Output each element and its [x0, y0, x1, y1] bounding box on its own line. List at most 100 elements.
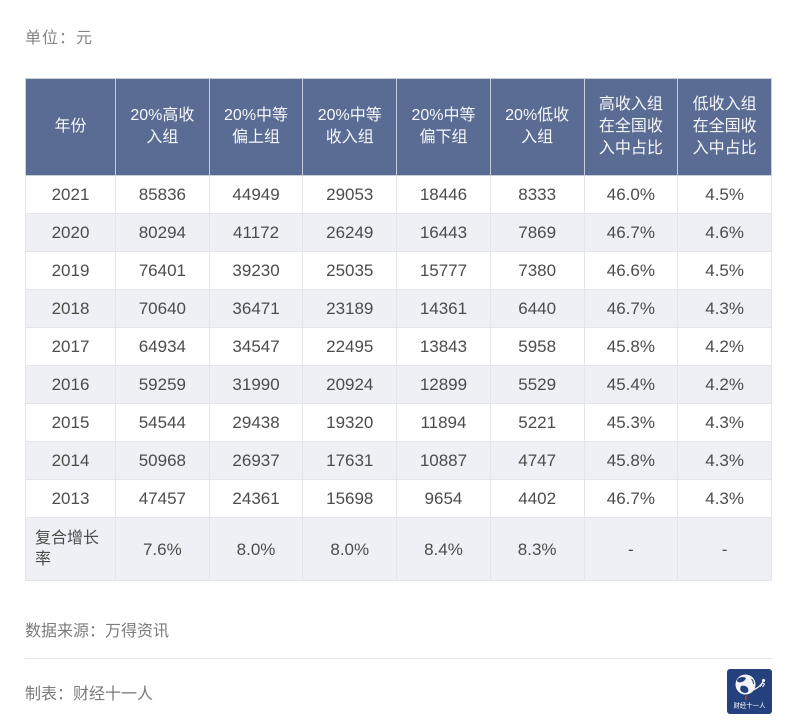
value-cell: 4.2%: [677, 365, 772, 404]
table-row: 2019 76401 39230 25035 15777 7380 46.6% 4.5%: [25, 251, 772, 290]
value-cell: 24361: [208, 479, 304, 518]
value-cell: 8.4%: [396, 517, 491, 581]
value-cell: 4.5%: [677, 175, 772, 214]
value-cell: 9654: [396, 479, 491, 518]
value-cell: 41172: [208, 213, 304, 252]
value-cell: 46.7%: [583, 479, 679, 518]
value-cell: 8.0%: [302, 517, 398, 581]
value-cell: 26937: [208, 441, 304, 480]
data-source-label: 数据来源：万得资讯: [25, 623, 170, 640]
value-cell: 13843: [396, 327, 491, 366]
value-cell: 44949: [208, 175, 304, 214]
column-header: 低收入组在全国收入中占比: [677, 78, 772, 176]
table-maker-label: 制表：财经十一人: [25, 685, 154, 703]
column-header: 20%中等收入组: [302, 78, 398, 176]
table-row: 2014 50968 26937 17631 10887 4747 45.8% 4.3%: [25, 441, 772, 480]
value-cell: 47457: [115, 479, 210, 518]
value-cell: 45.8%: [583, 441, 679, 480]
table-body: 2021 85836 44949 29053 18446 8333 46.0% 4.5% 202…: [25, 175, 772, 581]
value-cell: 85836: [115, 175, 210, 214]
table-row: 2015 54544 29438 19320 11894 5221 45.3% 4.3%: [25, 403, 772, 442]
column-header: 20%高收入组: [115, 78, 210, 176]
column-header: 20%中等偏上组: [208, 78, 304, 176]
value-cell: 14361: [396, 289, 491, 328]
income-table: 年份 20%高收入组 20%中等偏上组 20%中等收入组 20%中等偏下组 20%低收入组…: [25, 78, 772, 581]
row-label-cell: 2021: [25, 175, 116, 214]
value-cell: 46.6%: [583, 251, 679, 290]
value-cell: 80294: [115, 213, 210, 252]
value-cell: 6440: [489, 289, 585, 328]
value-cell: 59259: [115, 365, 210, 404]
value-cell: 8.0%: [208, 517, 304, 581]
value-cell: 22495: [302, 327, 398, 366]
value-cell: 25035: [302, 251, 398, 290]
value-cell: 45.4%: [583, 365, 679, 404]
value-cell: 4.3%: [677, 289, 772, 328]
row-label-cell: 2018: [25, 289, 116, 328]
value-cell: 5958: [489, 327, 585, 366]
value-cell: 10887: [396, 441, 491, 480]
value-cell: 46.0%: [583, 175, 679, 214]
value-cell: 4402: [489, 479, 585, 518]
header-row: 年份 20%高收入组 20%中等偏上组 20%中等收入组 20%中等偏下组 20%低收入组…: [25, 78, 772, 176]
value-cell: 12899: [396, 365, 491, 404]
value-cell: 20924: [302, 365, 398, 404]
value-cell: 8.3%: [489, 517, 585, 581]
value-cell: 7380: [489, 251, 585, 290]
value-cell: 5529: [489, 365, 585, 404]
value-cell: 76401: [115, 251, 210, 290]
value-cell: 19320: [302, 403, 398, 442]
value-cell: 31990: [208, 365, 304, 404]
footer-divider: [25, 658, 772, 659]
value-cell: 4.3%: [677, 479, 772, 518]
value-cell: 11894: [396, 403, 491, 442]
table-row: 2021 85836 44949 29053 18446 8333 46.0% 4.5%: [25, 175, 772, 214]
value-cell: 70640: [115, 289, 210, 328]
value-cell: 17631: [302, 441, 398, 480]
row-label-cell: 2017: [25, 327, 116, 366]
value-cell: 46.7%: [583, 289, 679, 328]
value-cell: 45.3%: [583, 403, 679, 442]
column-header: 20%中等偏下组: [396, 78, 491, 176]
value-cell: 54544: [115, 403, 210, 442]
value-cell: 64934: [115, 327, 210, 366]
value-cell: 23189: [302, 289, 398, 328]
table-row: 复合增长率 7.6% 8.0% 8.0% 8.4% 8.3% - -: [25, 517, 772, 581]
table-row: 2016 59259 31990 20924 12899 5529 45.4% 4.2%: [25, 365, 772, 404]
value-cell: 34547: [208, 327, 304, 366]
value-cell: 7.6%: [115, 517, 210, 581]
value-cell: 4.3%: [677, 403, 772, 442]
value-cell: 18446: [396, 175, 491, 214]
row-label-cell: 2020: [25, 213, 116, 252]
value-cell: 4747: [489, 441, 585, 480]
value-cell: 16443: [396, 213, 491, 252]
table-row: 2018 70640 36471 23189 14361 6440 46.7% 4.3%: [25, 289, 772, 328]
table-row: 2020 80294 41172 26249 16443 7869 46.7% 4.6%: [25, 213, 772, 252]
row-label-cell: 复合增长率: [25, 517, 116, 581]
value-cell: 50968: [115, 441, 210, 480]
value-cell: 36471: [208, 289, 304, 328]
unit-label: 单位：元: [25, 30, 94, 47]
table-row: 2013 47457 24361 15698 9654 4402 46.7% 4.3%: [25, 479, 772, 518]
value-cell: 4.3%: [677, 441, 772, 480]
maker-row: 制表：财经十一人 财经十一人: [25, 669, 772, 714]
table-row: 2017 64934 34547 22495 13843 5958 45.8% 4.2%: [25, 327, 772, 366]
value-cell: 15777: [396, 251, 491, 290]
value-cell: -: [677, 517, 772, 581]
value-cell: 29053: [302, 175, 398, 214]
logo-text: 财经十一人: [734, 701, 767, 710]
value-cell: 39230: [208, 251, 304, 290]
row-label-cell: 2013: [25, 479, 116, 518]
row-label-cell: 2019: [25, 251, 116, 290]
row-label-cell: 2015: [25, 403, 116, 442]
value-cell: 46.7%: [583, 213, 679, 252]
column-header: 年份: [25, 78, 116, 176]
value-cell: 4.5%: [677, 251, 772, 290]
value-cell: 4.6%: [677, 213, 772, 252]
value-cell: 45.8%: [583, 327, 679, 366]
value-cell: 15698: [302, 479, 398, 518]
value-cell: -: [583, 517, 679, 581]
column-header: 高收入组在全国收入中占比: [583, 78, 679, 176]
value-cell: 7869: [489, 213, 585, 252]
